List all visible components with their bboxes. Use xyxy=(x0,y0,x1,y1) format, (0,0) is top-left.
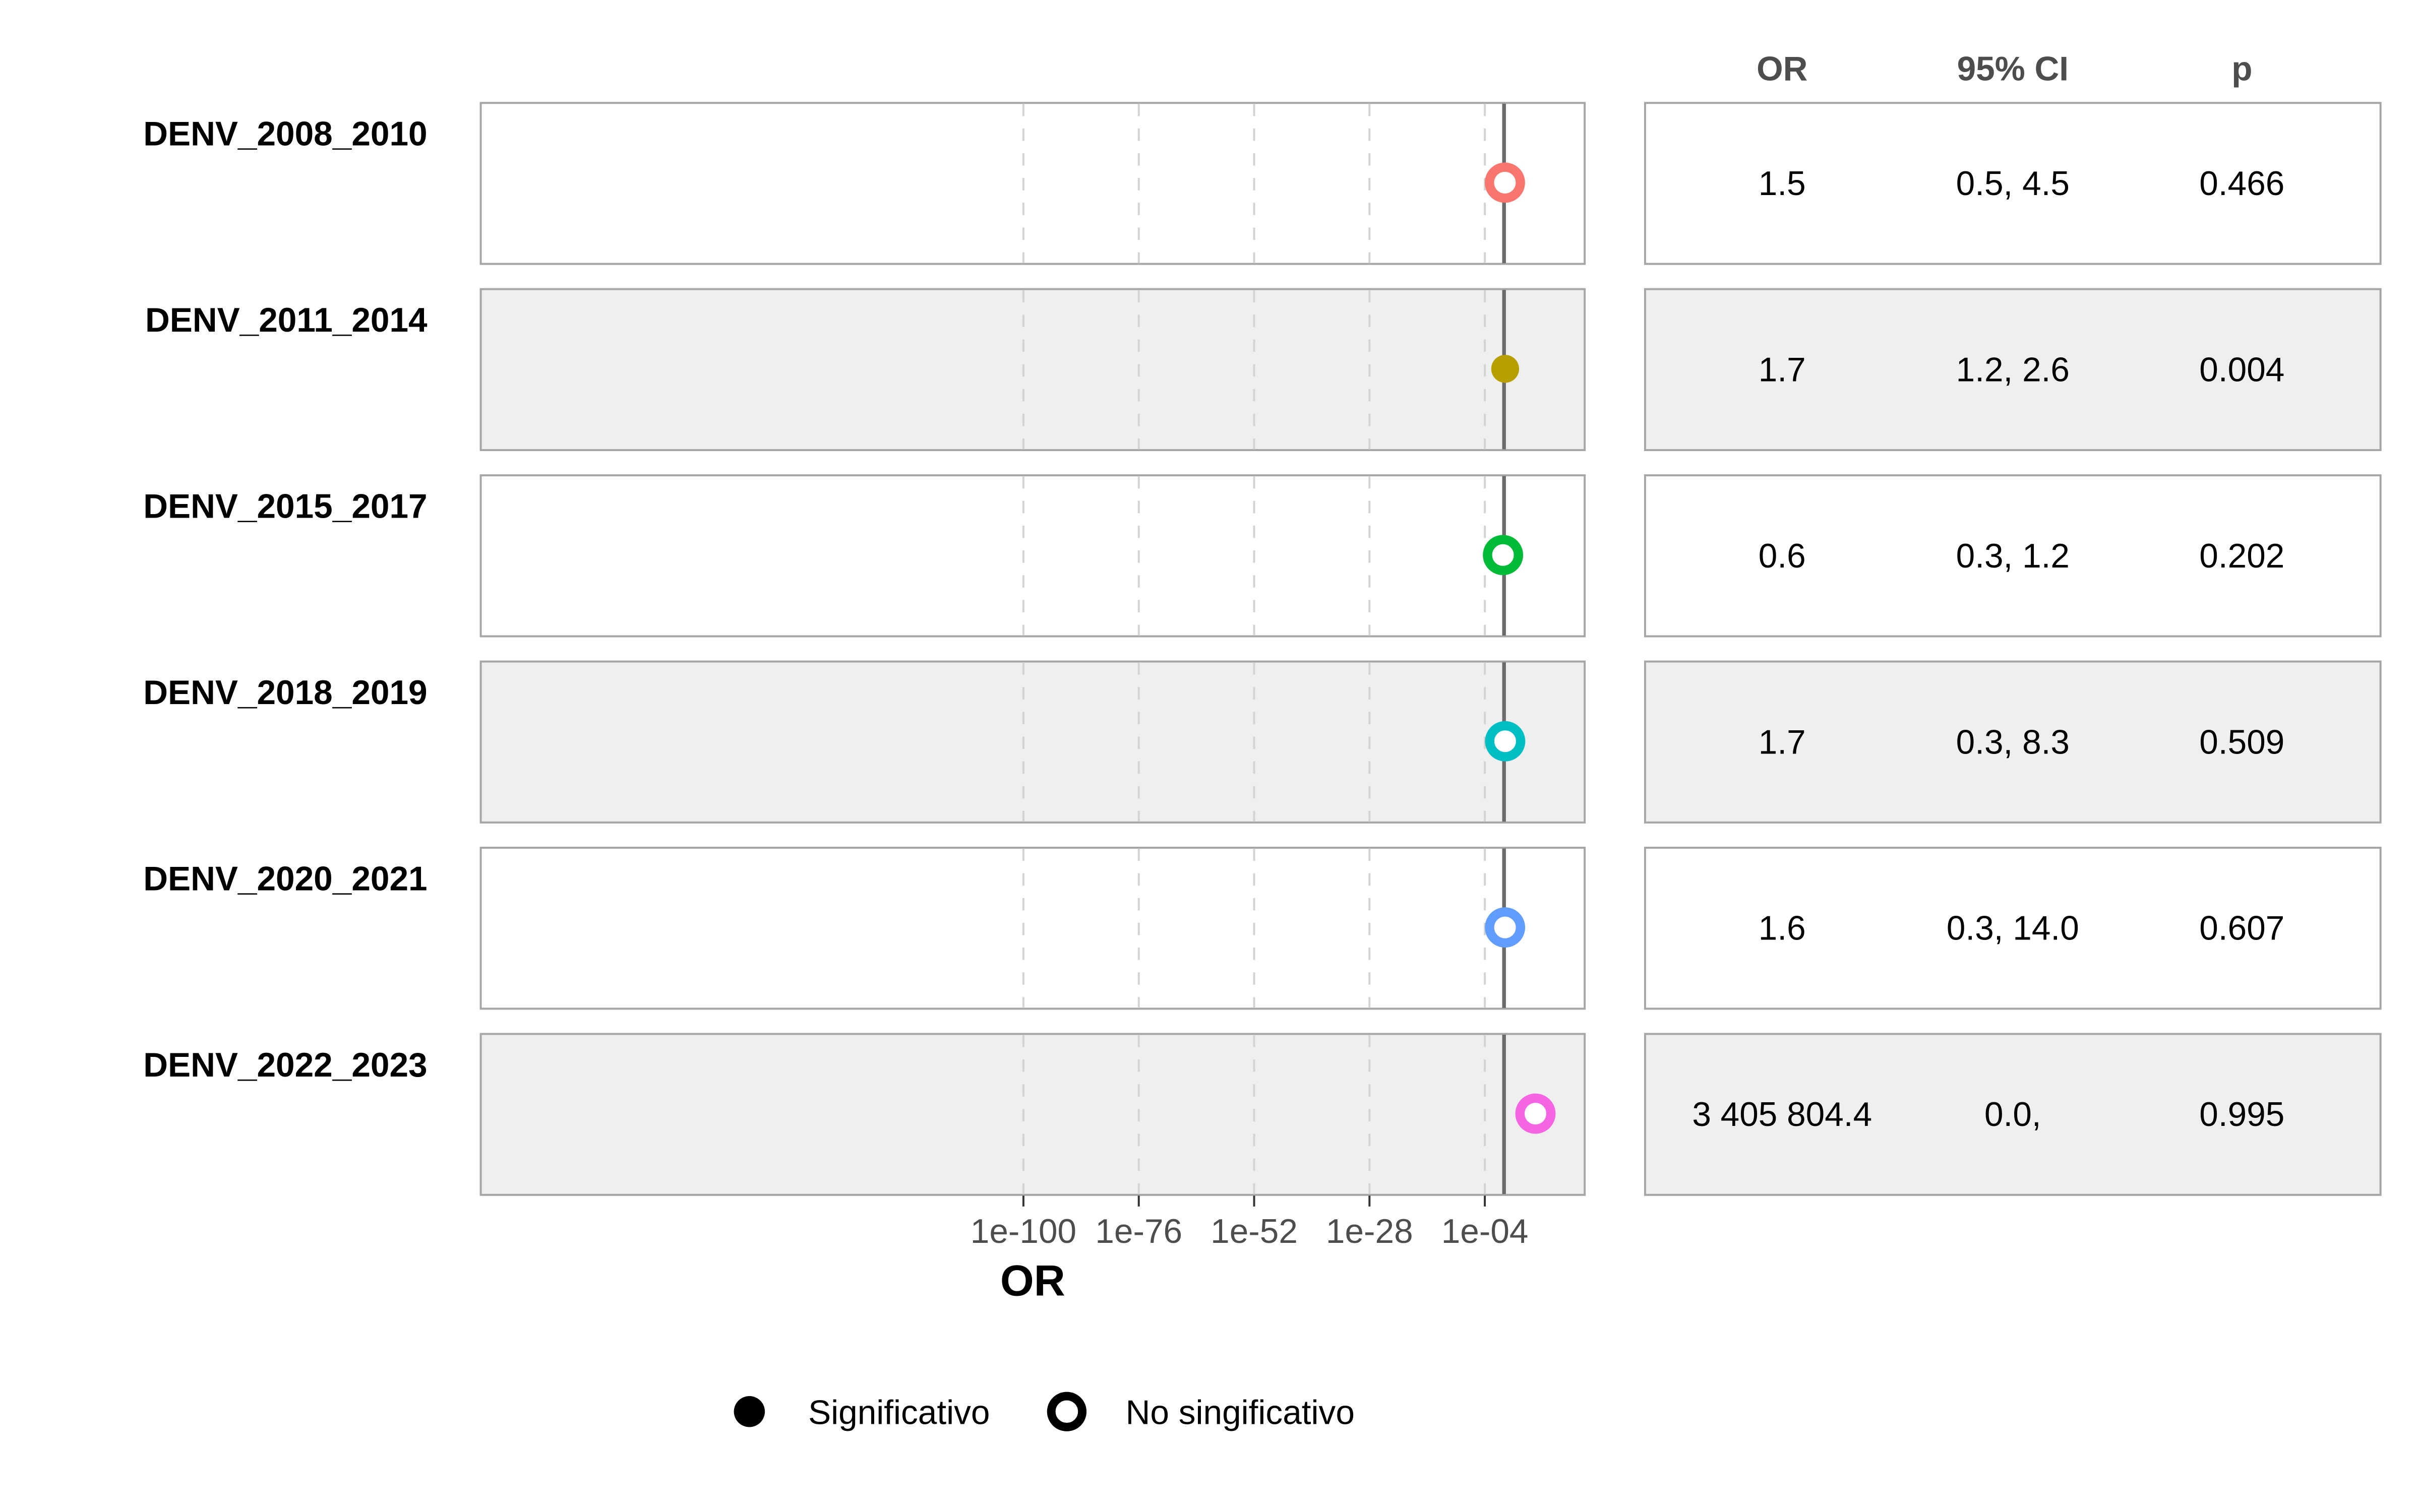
p-value: 0.004 xyxy=(2199,351,2284,389)
ci-value: 0.5, 4.5 xyxy=(1956,165,2070,203)
header-ci: 95% CI xyxy=(1957,50,2069,88)
table-panels: 1.5 0.5, 4.5 0.466 1.7 1.2, 2.6 0.004 0.6 0.3, … xyxy=(1644,50,2382,1196)
row-label: DENV_2020_2021 xyxy=(143,860,427,898)
legend-significant-label: Significativo xyxy=(808,1394,990,1431)
table-panel xyxy=(1644,847,2382,1010)
or-point xyxy=(1485,162,1525,203)
plot-panel xyxy=(479,1033,1586,1196)
ci-value: 0.0, xyxy=(1984,1096,2041,1133)
p-value: 0.509 xyxy=(2199,723,2284,761)
row-label: DENV_2011_2014 xyxy=(145,301,428,339)
or-value: 1.7 xyxy=(1759,351,1806,389)
ci-value: 0.3, 1.2 xyxy=(1956,537,2070,575)
tick-label: 1e-28 xyxy=(1326,1213,1413,1250)
plot-panel xyxy=(479,474,1586,638)
legend-not-significant-label: No singificativo xyxy=(1126,1394,1355,1431)
header-or: OR xyxy=(1757,50,1807,88)
ci-value: 0.3, 14.0 xyxy=(1947,910,2079,948)
legend: Significativo No singificativo xyxy=(734,1392,1355,1431)
or-point xyxy=(1485,907,1526,948)
p-value: 0.202 xyxy=(2199,537,2284,575)
row-label: DENV_2022_2023 xyxy=(143,1046,427,1084)
x-axis-title: OR xyxy=(1000,1256,1065,1305)
legend-significant-symbol xyxy=(734,1396,765,1427)
or-value: 1.5 xyxy=(1759,165,1806,203)
header-p: p xyxy=(2231,50,2252,88)
table-panel xyxy=(1644,288,2382,452)
plot-panel xyxy=(479,660,1586,824)
or-point xyxy=(1515,1093,1556,1134)
tick-label: 1e-100 xyxy=(971,1213,1076,1250)
table-panel xyxy=(1644,1033,2382,1196)
tick-label: 1e-52 xyxy=(1211,1213,1298,1250)
p-value: 0.466 xyxy=(2199,165,2284,203)
table-panel xyxy=(1644,660,2382,824)
legend-not-significant-symbol xyxy=(1047,1392,1087,1431)
tick-label: 1e-04 xyxy=(1441,1213,1529,1250)
row-label: DENV_2015_2017 xyxy=(143,488,427,526)
or-value: 0.6 xyxy=(1759,537,1806,575)
plot-panel xyxy=(479,102,1586,265)
or-point xyxy=(1485,721,1526,762)
or-value: 1.7 xyxy=(1759,723,1806,761)
row-label: DENV_2008_2010 xyxy=(143,115,427,153)
row-label: DENV_2018_2019 xyxy=(143,674,427,712)
plot-panel xyxy=(479,847,1586,1010)
table-panel xyxy=(1644,102,2382,265)
plot-panel xyxy=(479,288,1586,452)
table-panel xyxy=(1644,474,2382,638)
or-point xyxy=(1483,535,1524,576)
or-value: 3 405 804.4 xyxy=(1692,1096,1872,1133)
p-value: 0.607 xyxy=(2199,910,2284,948)
ci-value: 1.2, 2.6 xyxy=(1956,351,2070,389)
ci-value: 0.3, 8.3 xyxy=(1956,723,2070,761)
row-labels: DENV_2008_2010 DENV_2011_2014 DENV_2015_20… xyxy=(143,115,428,1084)
p-value: 0.995 xyxy=(2199,1096,2284,1133)
tick-label: 1e-76 xyxy=(1095,1213,1182,1250)
or-point xyxy=(1491,355,1520,383)
plot-panels xyxy=(479,102,1586,1196)
x-axis: 1e-100 1e-76 1e-52 1e-28 1e-04 OR xyxy=(971,1195,1529,1305)
or-value: 1.6 xyxy=(1759,910,1806,948)
